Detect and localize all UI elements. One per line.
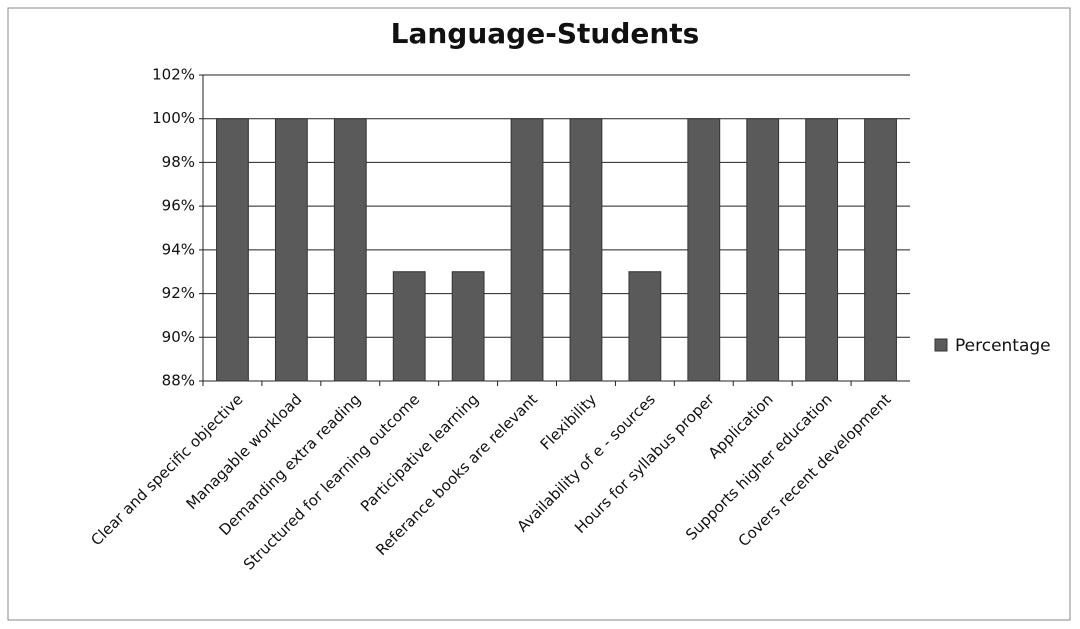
bar xyxy=(805,118,839,382)
y-tick-label: 100% xyxy=(152,109,195,127)
bar xyxy=(274,118,308,382)
chart-title: Language-Students xyxy=(391,17,700,50)
y-tick-label: 94% xyxy=(162,240,195,258)
bar xyxy=(510,118,544,382)
bar xyxy=(864,118,897,382)
bar xyxy=(392,271,426,382)
bar xyxy=(451,271,485,382)
bar xyxy=(628,271,662,382)
y-tick-label: 90% xyxy=(162,328,195,346)
bar xyxy=(687,118,721,382)
legend-swatch xyxy=(934,338,948,352)
bar xyxy=(746,118,780,382)
y-tick-label: 88% xyxy=(162,372,195,390)
bar xyxy=(333,118,367,382)
bar xyxy=(569,118,603,382)
y-tick-label: 102% xyxy=(152,66,195,84)
legend-label: Percentage xyxy=(955,336,1051,356)
y-tick-label: 96% xyxy=(162,197,195,215)
bar xyxy=(216,118,249,382)
y-tick-label: 92% xyxy=(162,284,195,302)
y-tick-label: 98% xyxy=(162,153,195,171)
